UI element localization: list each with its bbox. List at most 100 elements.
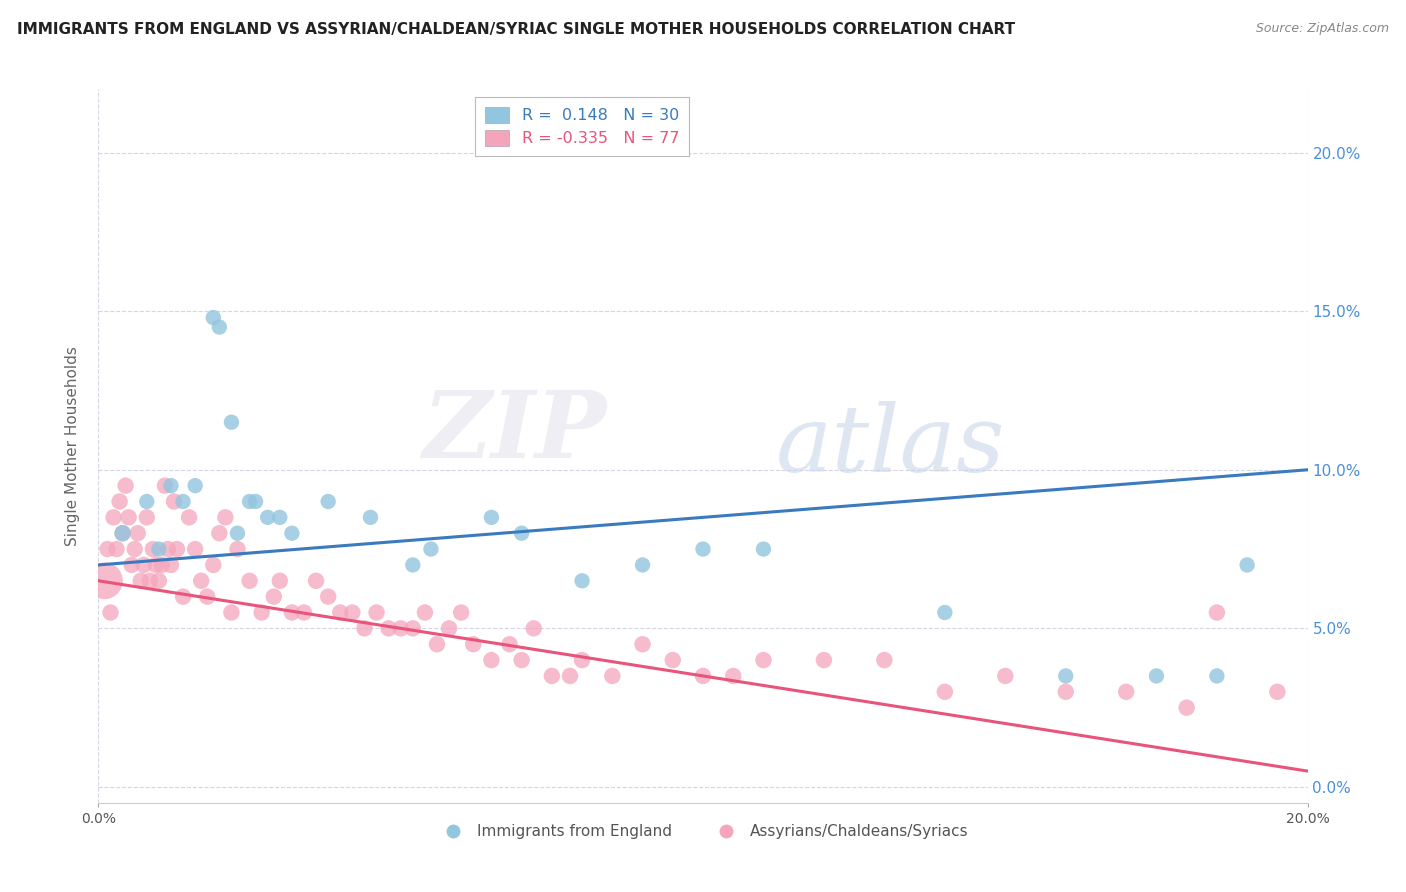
Point <box>118 510 141 524</box>
Point <box>402 558 425 572</box>
Point <box>305 574 328 588</box>
Point <box>132 558 155 572</box>
Point <box>540 669 562 683</box>
Text: atlas: atlas <box>776 401 1005 491</box>
Point <box>316 590 339 604</box>
Point <box>1206 606 1229 620</box>
Point <box>1236 558 1258 572</box>
Point <box>558 669 581 683</box>
Point <box>195 590 218 604</box>
Point <box>934 685 956 699</box>
Point <box>752 542 775 557</box>
Point <box>450 606 472 620</box>
Point <box>353 621 375 635</box>
Point <box>221 415 243 429</box>
Point <box>111 526 134 541</box>
Point <box>661 653 683 667</box>
Point <box>263 590 285 604</box>
Point <box>292 606 315 620</box>
Legend: Immigrants from England, Assyrians/Chaldeans/Syriacs: Immigrants from England, Assyrians/Chald… <box>432 818 974 845</box>
Point <box>426 637 449 651</box>
Point <box>148 574 170 588</box>
Point <box>523 621 546 635</box>
Point <box>202 310 225 325</box>
Point <box>1146 669 1168 683</box>
Point <box>108 494 131 508</box>
Point <box>481 510 503 524</box>
Point <box>214 510 236 524</box>
Point <box>172 494 194 508</box>
Point <box>150 558 173 572</box>
Point <box>208 320 231 334</box>
Text: Source: ZipAtlas.com: Source: ZipAtlas.com <box>1256 22 1389 36</box>
Point <box>752 653 775 667</box>
Point <box>1054 685 1077 699</box>
Point <box>437 621 460 635</box>
Point <box>402 621 425 635</box>
Point <box>105 542 128 557</box>
Point <box>239 494 262 508</box>
Point <box>602 669 624 683</box>
Point <box>114 478 136 492</box>
Y-axis label: Single Mother Households: Single Mother Households <box>65 346 80 546</box>
Point <box>571 653 593 667</box>
Point <box>1206 669 1229 683</box>
Point <box>281 606 304 620</box>
Text: ZIP: ZIP <box>422 387 606 476</box>
Point <box>481 653 503 667</box>
Point <box>377 621 399 635</box>
Point <box>420 542 443 557</box>
Point <box>135 494 157 508</box>
Point <box>1267 685 1289 699</box>
Point <box>873 653 896 667</box>
Point <box>202 558 225 572</box>
Point <box>103 510 125 524</box>
Point <box>389 621 412 635</box>
Point <box>111 526 134 541</box>
Point <box>934 606 956 620</box>
Point <box>994 669 1017 683</box>
Point <box>153 478 176 492</box>
Point <box>172 590 194 604</box>
Point <box>571 574 593 588</box>
Point <box>139 574 162 588</box>
Point <box>723 669 745 683</box>
Point <box>498 637 520 651</box>
Point <box>100 606 122 620</box>
Point <box>160 558 183 572</box>
Point <box>184 478 207 492</box>
Point <box>1115 685 1137 699</box>
Point <box>631 637 654 651</box>
Point <box>413 606 436 620</box>
Point <box>129 574 152 588</box>
Point <box>93 574 115 588</box>
Point <box>160 478 183 492</box>
Point <box>96 542 118 557</box>
Text: IMMIGRANTS FROM ENGLAND VS ASSYRIAN/CHALDEAN/SYRIAC SINGLE MOTHER HOUSEHOLDS COR: IMMIGRANTS FROM ENGLAND VS ASSYRIAN/CHAL… <box>17 22 1015 37</box>
Point <box>269 510 291 524</box>
Point <box>179 510 201 524</box>
Point <box>692 669 714 683</box>
Point <box>166 542 188 557</box>
Point <box>316 494 339 508</box>
Point <box>163 494 186 508</box>
Point <box>148 542 170 557</box>
Point <box>342 606 364 620</box>
Point <box>226 526 249 541</box>
Point <box>1054 669 1077 683</box>
Point <box>510 653 533 667</box>
Point <box>221 606 243 620</box>
Point <box>813 653 835 667</box>
Point <box>156 542 179 557</box>
Point <box>135 510 157 524</box>
Point <box>1175 700 1198 714</box>
Point <box>510 526 533 541</box>
Point <box>239 574 262 588</box>
Point <box>256 510 278 524</box>
Point <box>250 606 273 620</box>
Point <box>463 637 485 651</box>
Point <box>145 558 167 572</box>
Point <box>245 494 267 508</box>
Point <box>281 526 304 541</box>
Point <box>127 526 149 541</box>
